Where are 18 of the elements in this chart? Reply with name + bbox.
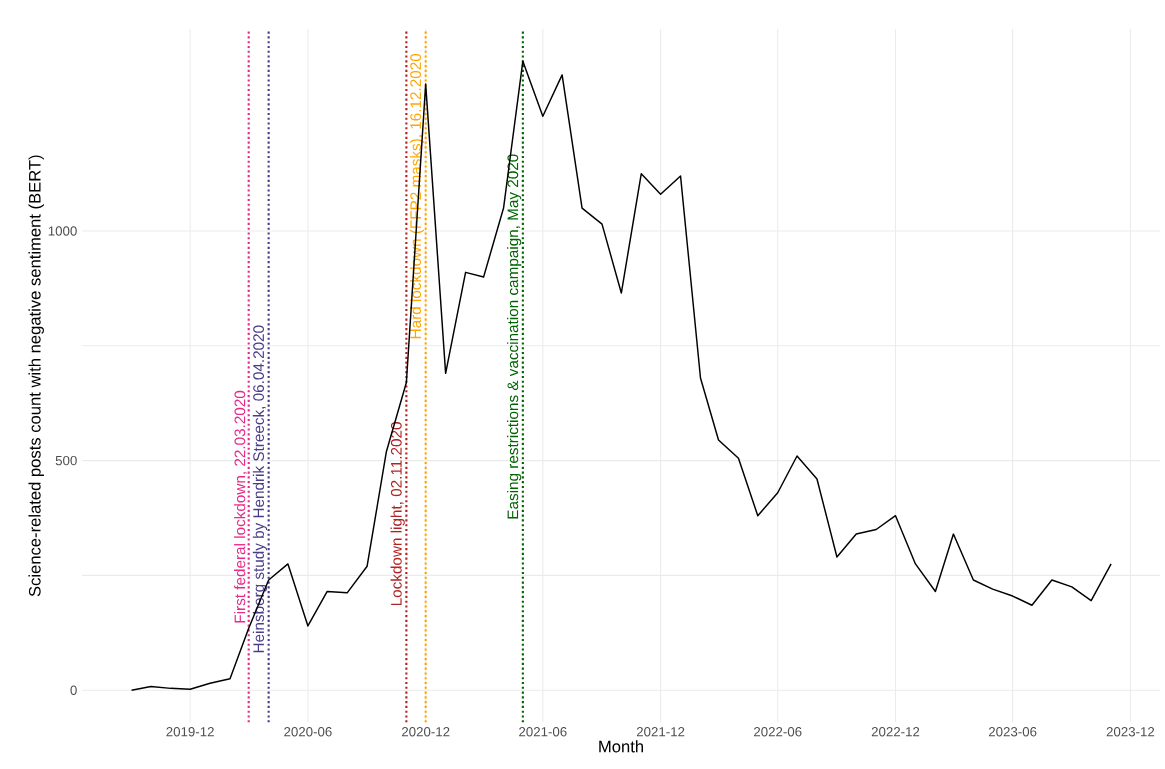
x-tick-label: 2020-06 — [284, 727, 332, 737]
x-tick-label: 2019-12 — [166, 727, 214, 737]
x-tick-label: 2021-12 — [636, 727, 685, 737]
x-tick-label: 2020-12 — [401, 727, 450, 737]
y-tick-label: 0 — [70, 685, 77, 695]
y-tick-label: 500 — [55, 455, 77, 466]
x-axis-title: Month — [599, 740, 643, 753]
x-tick-label: 2022-06 — [754, 727, 802, 737]
ref-line-label: Lockdown light, 02.11.2020 — [390, 422, 405, 606]
ref-line-label: Easing restrictions & vaccination campaign, May 2020 — [507, 154, 522, 519]
x-tick-label: 2022-12 — [871, 727, 920, 737]
ref-line-label: First federal lockdown, 22.03.2020 — [234, 390, 248, 623]
x-tick-label: 2023-06 — [988, 727, 1037, 737]
x-tick-label: 2023-12 — [1106, 727, 1155, 737]
y-tick-label: 1000 — [48, 226, 77, 236]
x-tick-label: 2021-06 — [519, 727, 567, 737]
y-axis-title: Science-related posts count with negative sentiment (BERT) — [28, 155, 44, 597]
ref-line-label: Heinsberg study by Hendrik Streeck, 06.04.2020 — [252, 325, 268, 653]
